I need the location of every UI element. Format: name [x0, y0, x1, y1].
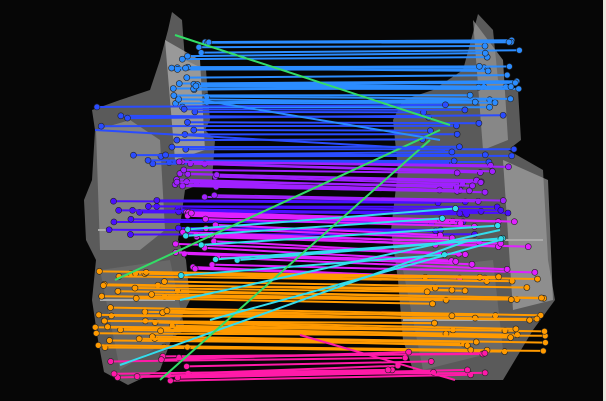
viewer-edge [603, 0, 606, 401]
left-image-pane [0, 0, 303, 401]
right-image-pane [303, 0, 603, 401]
